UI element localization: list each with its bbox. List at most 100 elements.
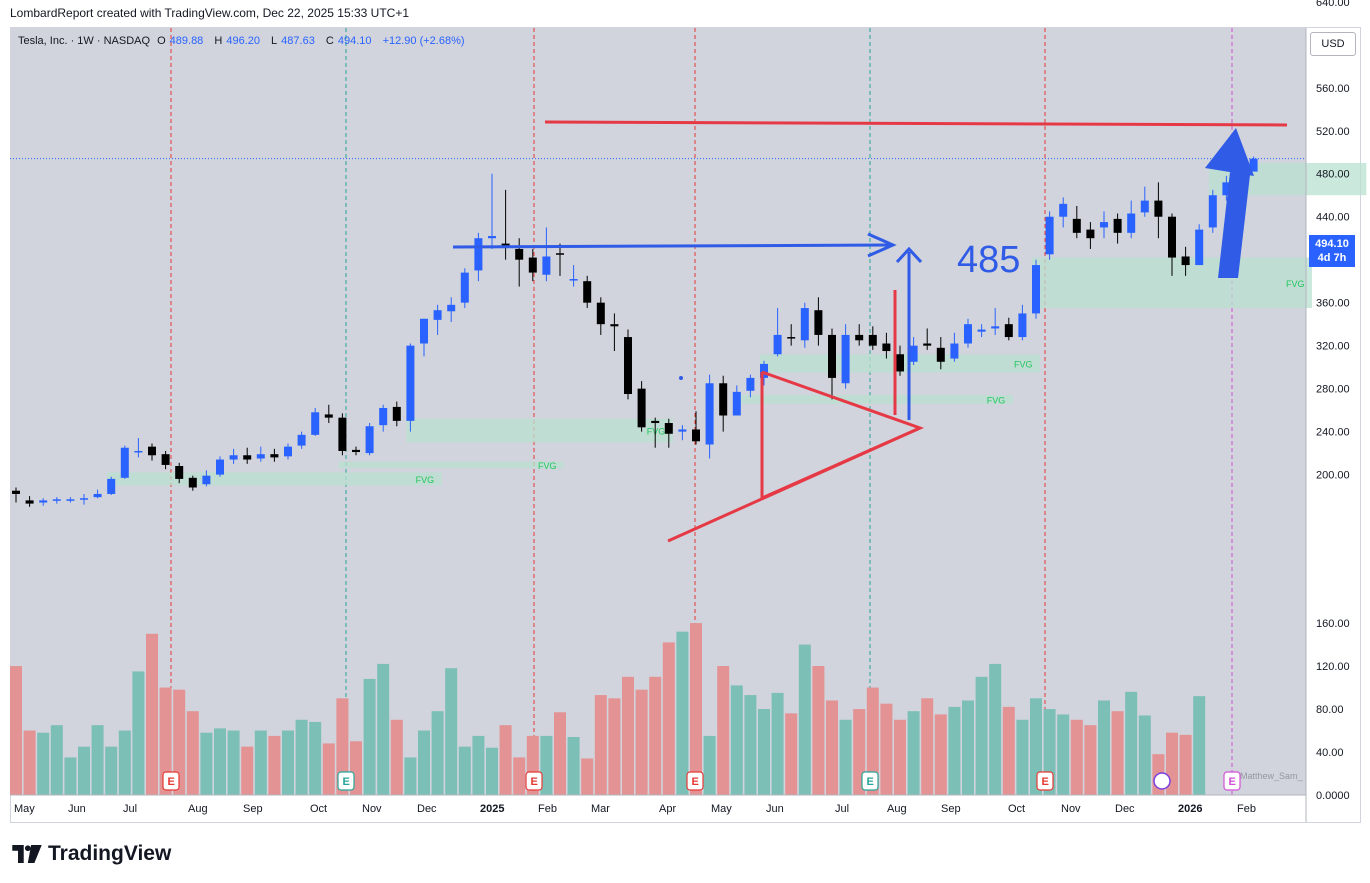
plot-area[interactable] xyxy=(10,27,1306,795)
candle-body-47 xyxy=(651,420,660,424)
earnings-marker-0 xyxy=(162,771,180,791)
candle-body-68 xyxy=(936,347,945,362)
candle-body-18 xyxy=(256,454,265,459)
volume-bar-15 xyxy=(214,728,226,795)
volume-bar-23 xyxy=(322,743,335,795)
currency-button[interactable]: USD xyxy=(1310,32,1356,56)
earnings-label-6: E xyxy=(1229,776,1236,788)
candle-body-48 xyxy=(664,423,673,434)
volume-bar-29 xyxy=(404,757,417,795)
candle-body-31 xyxy=(433,310,442,320)
volume-bar-40 xyxy=(554,712,566,795)
measured-move-arrowhead xyxy=(895,246,923,264)
volume-bar-82 xyxy=(1125,691,1138,795)
price-axis-tick-8: 320.00 xyxy=(1316,341,1350,353)
candle-body-64 xyxy=(882,343,891,352)
candle-body-78 xyxy=(1072,218,1081,233)
price-axis-tick-2: 560.00 xyxy=(1316,83,1350,95)
volume-bar-47 xyxy=(649,676,662,795)
candle-body-81 xyxy=(1113,218,1122,233)
candle-body-4 xyxy=(66,499,75,501)
volume-bar-21 xyxy=(295,719,308,795)
tradingview-logo-icon xyxy=(12,845,42,863)
candle-body-20 xyxy=(284,446,292,457)
volume-bar-64 xyxy=(880,703,893,795)
time-axis-tick-17: Oct xyxy=(1008,803,1025,815)
volume-bar-10 xyxy=(146,633,158,795)
volume-bar-39 xyxy=(540,735,553,795)
candle-body-16 xyxy=(229,455,238,460)
candle-body-72 xyxy=(991,326,1000,329)
candle-body-63 xyxy=(868,334,877,346)
candle-body-28 xyxy=(392,406,401,421)
candle-body-59 xyxy=(814,310,823,335)
price-axis-tick-16: 0.0000 xyxy=(1316,790,1350,802)
candle-body-32 xyxy=(447,304,456,312)
candle-body-88 xyxy=(1208,195,1217,228)
volume-bar-68 xyxy=(934,714,947,795)
candle-body-40 xyxy=(556,253,564,255)
candle-body-0 xyxy=(12,490,20,494)
fvg-zone-3 xyxy=(732,395,1013,404)
candle-body-33 xyxy=(460,272,469,303)
fvg-label-3: FVG xyxy=(987,395,1006,405)
candle-body-12 xyxy=(175,466,184,479)
candle-body-60 xyxy=(828,334,836,378)
volume-bar-83 xyxy=(1138,715,1151,795)
time-axis-tick-8: 2025 xyxy=(480,803,504,815)
triangle-lower-trend xyxy=(667,426,921,543)
candle-body-3 xyxy=(52,499,61,501)
time-axis-tick-2: Jul xyxy=(123,803,137,815)
tradingview-brand[interactable]: TradingView xyxy=(12,842,171,866)
volume-bar-65 xyxy=(894,719,906,795)
volume-bar-1 xyxy=(23,730,36,795)
candle-body-87 xyxy=(1195,229,1204,266)
high-label: H xyxy=(214,35,223,47)
volume-bar-50 xyxy=(690,623,702,795)
last-price-value: 494.10 xyxy=(1315,238,1349,250)
price-axis-tick-3: 520.00 xyxy=(1316,126,1350,138)
high-value: 496.20 xyxy=(226,35,260,47)
time-axis-tick-5: Oct xyxy=(310,803,327,815)
candle-body-86 xyxy=(1181,256,1190,266)
volume-bar-81 xyxy=(1111,711,1124,795)
earnings-marker-4 xyxy=(861,771,879,791)
candle-body-65 xyxy=(896,354,904,372)
candle-body-29 xyxy=(406,345,415,421)
earnings-label-5: E xyxy=(1042,776,1049,788)
volume-bar-22 xyxy=(309,721,322,795)
volume-bar-30 xyxy=(418,730,430,795)
candle-body-27 xyxy=(379,407,388,426)
candle-body-8 xyxy=(120,447,129,478)
candle-body-37 xyxy=(515,248,524,260)
candle-body-89 xyxy=(1222,182,1231,196)
candle-body-10 xyxy=(148,446,156,456)
earnings-label-0: E xyxy=(168,776,175,788)
bar-countdown: 4d 7h xyxy=(1317,252,1347,264)
volume-bar-4 xyxy=(64,757,77,795)
candle-body-11 xyxy=(161,454,170,465)
volume-bar-5 xyxy=(78,746,90,795)
volume-bar-9 xyxy=(132,671,145,795)
volume-bar-71 xyxy=(975,676,988,795)
volume-bar-32 xyxy=(445,668,458,795)
symbol-legend: Tesla, Inc. · 1W · NASDAQ O 489.88 H 496.2… xyxy=(18,35,469,47)
volume-bar-51 xyxy=(703,735,716,795)
volume-bar-52 xyxy=(717,666,730,795)
open-value: 489.88 xyxy=(169,35,204,47)
earnings-marker-3 xyxy=(686,771,704,791)
price-axis-tick-14: 80.00 xyxy=(1316,704,1344,716)
prior-high-line xyxy=(452,243,894,249)
candle-body-83 xyxy=(1140,200,1149,213)
candle-body-69 xyxy=(950,343,959,359)
volume-bar-42 xyxy=(581,758,594,795)
volume-bar-44 xyxy=(608,698,621,795)
volume-bar-28 xyxy=(390,719,403,795)
time-axis-tick-16: Sep xyxy=(941,803,961,815)
volume-bar-14 xyxy=(200,732,213,795)
chart-credit: LombardReport created with TradingView.c… xyxy=(10,6,409,20)
volume-bar-3 xyxy=(50,725,63,795)
volume-bar-72 xyxy=(989,663,1002,795)
candle-body-9 xyxy=(134,450,143,453)
